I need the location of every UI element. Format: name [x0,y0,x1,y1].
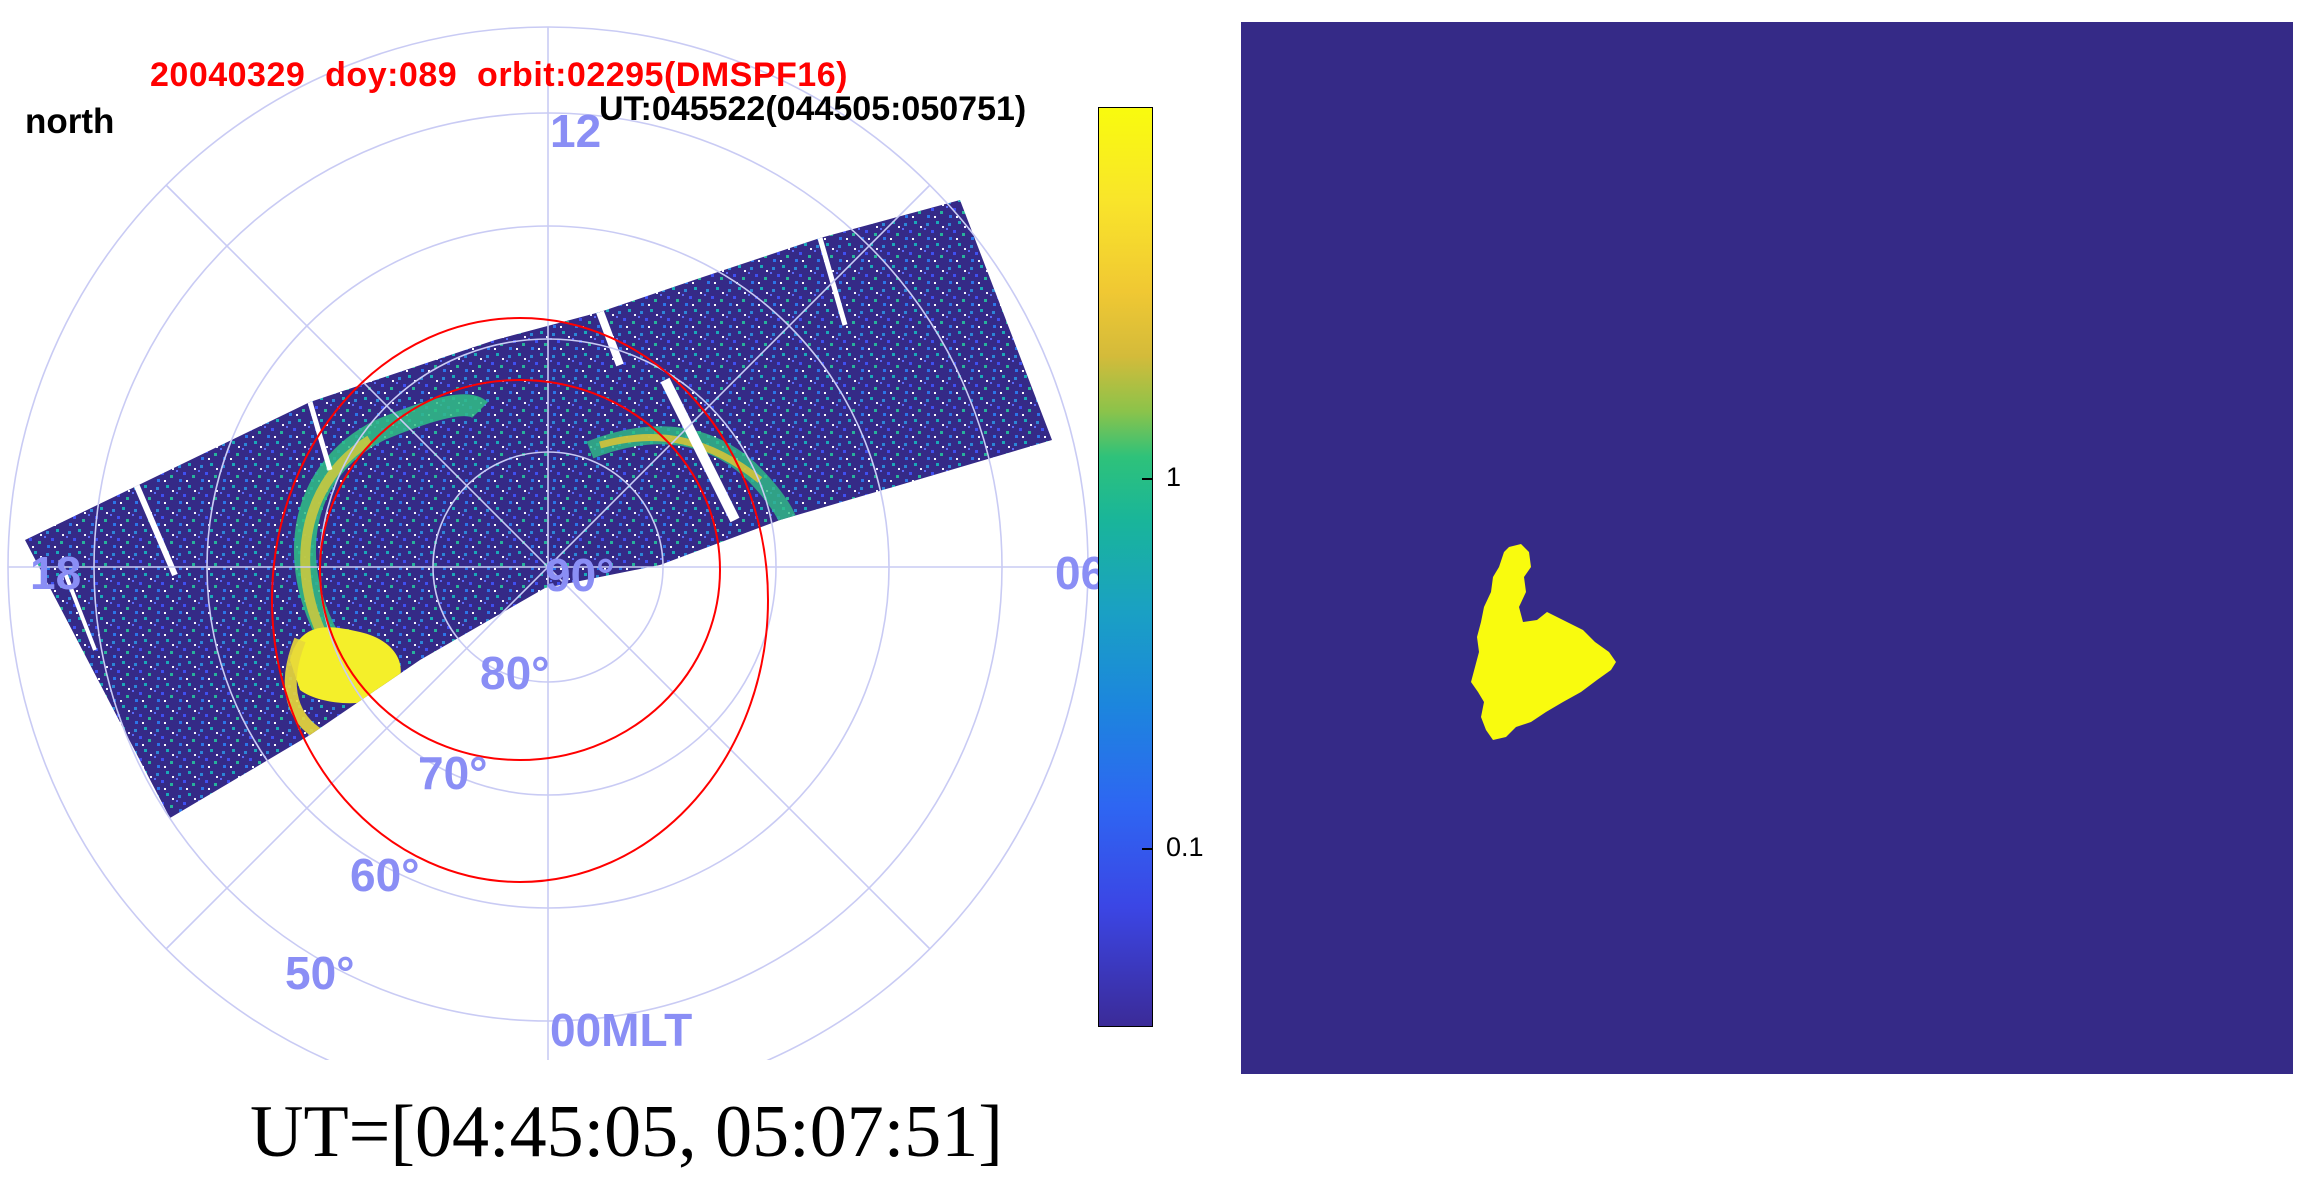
ut-caption: UT=[04:45:05, 05:07:51] [250,1091,1003,1173]
ut-range-label: UT:045522(044505:050751) [599,90,1027,128]
polar-plot-canvas [7,26,1089,1060]
colorbar [1098,107,1153,1027]
colorbar-label-1: 1 [1166,462,1182,492]
polar-grid [7,26,1089,1060]
polar-auroral-plot: 20040329 doy:089 orbit:02295(DMSPF16) no… [0,0,1160,1060]
segmentation-mask-panel [1241,22,2293,1074]
colorbar-label-0.1: 0.1 [1166,832,1204,862]
aurora-mask-region [1471,544,1616,740]
colorbar-tick-0.1 [1142,848,1152,850]
mlt-label-12: 12 [550,105,602,157]
mlt-label-18: 18 [30,547,82,599]
mask-canvas [1471,544,1616,740]
plot-title: 20040329 doy:089 orbit:02295(DMSPF16) [150,56,848,94]
mlt-label-00: 00MLT [550,1004,693,1056]
hemisphere-label: north [25,102,115,141]
lat-label-90: 90° [545,549,615,601]
lat-label-50: 50° [285,947,355,999]
lat-label-80: 80° [480,647,550,699]
auroral-oval-boundaries [271,317,769,883]
lat-label-60: 60° [350,849,420,901]
colorbar-tick-1 [1142,478,1152,480]
lat-label-70: 70° [418,747,488,799]
image-swath [25,200,1052,818]
mlt-label-06: 06 [1055,547,1107,599]
